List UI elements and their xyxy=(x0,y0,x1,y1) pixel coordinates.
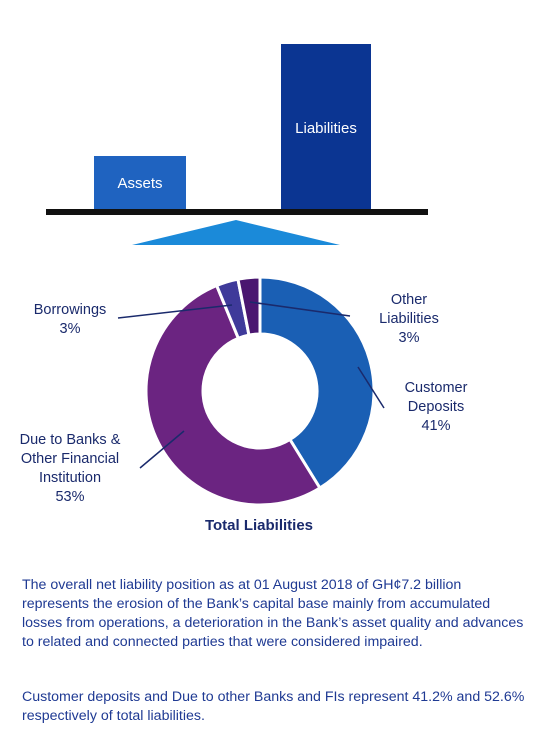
slice-name-line: Institution xyxy=(39,470,101,486)
slice-name-line: Due to Banks & xyxy=(20,432,121,448)
assets-box xyxy=(94,156,186,210)
leader-line xyxy=(357,366,385,409)
slice-customer-deposits xyxy=(258,275,376,491)
slice-due-to-banks-other-financial-institution xyxy=(144,283,322,507)
balance-beam xyxy=(46,209,428,215)
slice-percent: 3% xyxy=(60,321,81,337)
slice-name-line: Borrowings xyxy=(34,302,107,318)
slice-name-line: Other xyxy=(391,292,427,308)
slice-label: Due to Banks & Other Financial Institution… xyxy=(20,432,121,505)
leader-line xyxy=(249,301,351,317)
slice-other-liabilities xyxy=(236,275,262,337)
slice-label: Other Liabilities 3% xyxy=(379,292,439,346)
deposits-paragraph: Customer deposits and Due to other Banks… xyxy=(22,689,525,724)
balance-scale: Assets Liabilities xyxy=(46,44,428,245)
leader-line xyxy=(117,304,233,319)
slice-percent: 3% xyxy=(399,330,420,346)
slice-name-line: Customer xyxy=(405,380,468,396)
total-liabilities-donut xyxy=(144,275,376,507)
chart-title: Total Liabilities xyxy=(205,517,313,534)
liabilities-box xyxy=(281,44,371,210)
liabilities-label: Liabilities xyxy=(295,120,357,137)
slice-name-line: Other Financial xyxy=(21,451,119,467)
balance-fulcrum xyxy=(132,220,340,245)
slice-labels: Customer Deposits 41% Due to Banks & Other F… xyxy=(20,292,468,505)
liabilities-infographic: Assets Liabilities Customer Deposits 41% Du… xyxy=(20,44,468,534)
leader-line xyxy=(139,430,185,469)
slice-percent: 53% xyxy=(55,489,84,505)
assets-label: Assets xyxy=(117,175,162,192)
slice-name-line: Deposits xyxy=(408,399,464,415)
slice-label: Customer Deposits 41% xyxy=(405,380,468,434)
slice-percent: 41% xyxy=(421,418,450,434)
slice-label: Borrowings 3% xyxy=(34,302,107,337)
slice-name-line: Liabilities xyxy=(379,311,439,327)
label-leaders xyxy=(117,301,385,469)
summary-paragraph: The overall net liability position as at… xyxy=(22,577,524,650)
